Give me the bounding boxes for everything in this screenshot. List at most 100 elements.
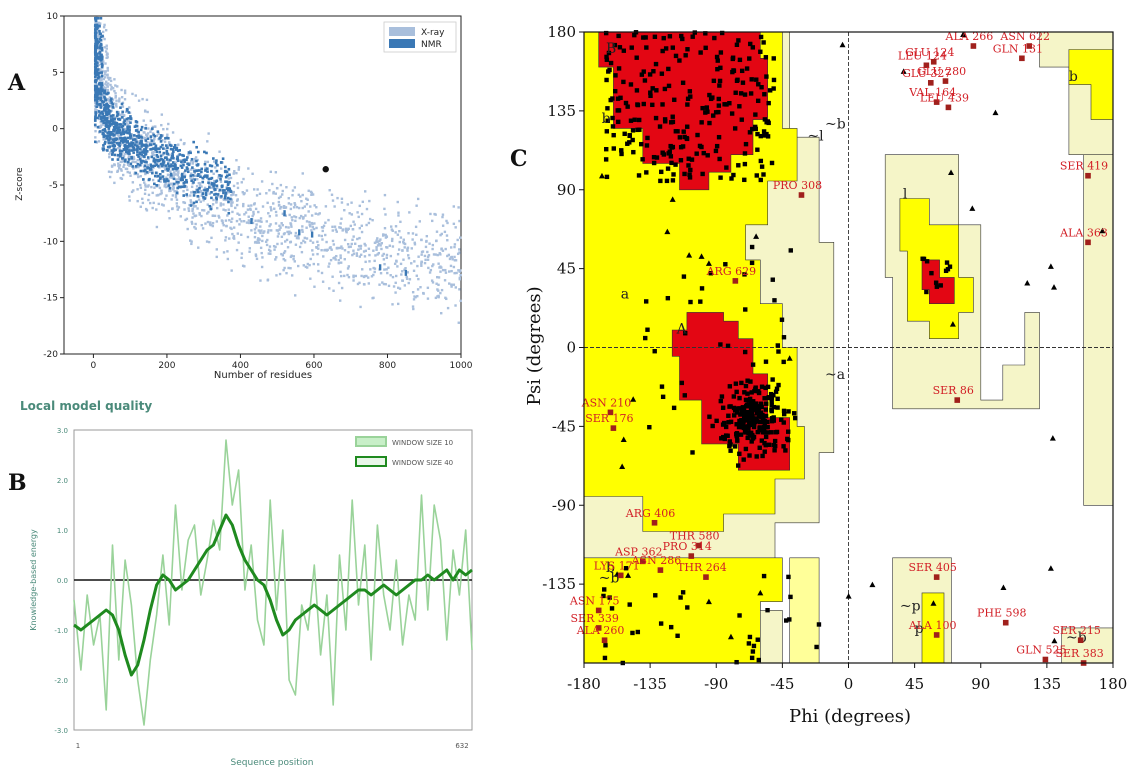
xray-point xyxy=(431,243,435,247)
residue-point xyxy=(652,349,657,354)
labeled-residue-marker xyxy=(1019,55,1025,62)
xray-point xyxy=(238,223,241,226)
glycine-point xyxy=(753,233,760,239)
nmr-point xyxy=(161,158,165,162)
xray-point xyxy=(434,253,437,256)
xray-point xyxy=(227,208,230,211)
nmr-point xyxy=(180,166,184,169)
nmr-point xyxy=(310,231,314,238)
xray-point xyxy=(281,193,284,196)
nmr-point xyxy=(112,129,115,133)
xray-point xyxy=(457,206,460,209)
nmr-point xyxy=(149,168,152,171)
nmr-point xyxy=(197,172,200,176)
nmr-point xyxy=(196,169,199,172)
xray-point xyxy=(243,265,246,268)
xray-point xyxy=(431,247,434,251)
xray-point xyxy=(367,221,371,225)
residue-point xyxy=(773,389,779,394)
nmr-point xyxy=(225,170,229,174)
xray-point xyxy=(185,194,189,198)
nmr-point xyxy=(127,111,131,114)
nmr-point xyxy=(146,137,150,140)
residue-point xyxy=(666,83,672,89)
xray-point xyxy=(160,189,163,192)
nmr-point xyxy=(185,166,189,169)
xray-point xyxy=(352,274,355,277)
xray-point xyxy=(432,253,436,256)
nmr-point xyxy=(208,186,211,189)
residue-point xyxy=(616,108,622,113)
xray-point xyxy=(217,214,220,218)
residue-point xyxy=(632,117,637,122)
xray-point xyxy=(123,127,127,131)
xray-point xyxy=(124,142,128,145)
xray-point xyxy=(165,176,168,179)
xray-point xyxy=(157,202,160,206)
xray-point xyxy=(313,285,316,288)
nmr-point xyxy=(119,137,122,140)
xray-point xyxy=(108,146,111,150)
residue-point xyxy=(758,133,763,139)
xray-point xyxy=(140,134,143,137)
nmr-point xyxy=(100,62,104,66)
xray-point xyxy=(367,282,371,285)
xray-point xyxy=(386,246,389,249)
nmr-point xyxy=(107,138,111,141)
xray-point xyxy=(311,253,315,256)
residue-label: SER 339 xyxy=(571,612,619,625)
xray-point xyxy=(106,53,109,56)
xray-point xyxy=(261,239,264,243)
xray-point xyxy=(308,225,312,228)
nmr-point xyxy=(123,160,127,163)
xray-point xyxy=(365,274,368,278)
xray-point xyxy=(305,197,308,200)
x-axis-label: Number of residues xyxy=(214,370,312,381)
region-label: ~p xyxy=(900,598,921,614)
residue-point xyxy=(670,45,675,50)
glycine-point xyxy=(619,463,626,469)
nmr-point xyxy=(115,114,119,118)
xray-point xyxy=(329,246,332,249)
xray-point xyxy=(459,273,462,277)
residue-point xyxy=(611,146,616,151)
residue-point xyxy=(711,113,716,118)
xray-point xyxy=(212,198,215,202)
xray-point xyxy=(289,203,293,206)
xray-point xyxy=(320,248,323,252)
residue-point xyxy=(738,412,743,417)
xray-point xyxy=(105,56,108,60)
nmr-point xyxy=(108,109,111,113)
xray-point xyxy=(183,174,187,177)
nmr-point xyxy=(94,87,97,90)
labeled-residue-marker xyxy=(601,637,608,644)
nmr-point xyxy=(165,149,169,153)
nmr-point xyxy=(204,174,207,177)
xray-point xyxy=(214,166,217,169)
nmr-point xyxy=(171,152,174,156)
residue-point xyxy=(756,390,762,396)
xray-point xyxy=(161,139,164,142)
residue-point xyxy=(659,384,665,389)
xray-point xyxy=(193,225,196,229)
nmr-point xyxy=(94,85,97,89)
nmr-point xyxy=(215,197,218,201)
residue-point xyxy=(670,119,676,125)
labeled-residue-marker xyxy=(1002,619,1009,626)
residue-point xyxy=(643,35,648,40)
xray-point xyxy=(293,260,296,263)
xray-point xyxy=(176,208,179,211)
xray-point xyxy=(440,288,444,292)
nmr-point xyxy=(119,123,123,126)
region-label: b xyxy=(602,111,611,127)
xray-point xyxy=(183,171,186,174)
xray-point xyxy=(257,219,260,222)
xray-point xyxy=(415,204,418,207)
xray-point xyxy=(207,240,211,244)
nmr-point xyxy=(225,174,229,178)
nmr-point xyxy=(138,157,142,161)
residue-point xyxy=(604,57,610,62)
xray-point xyxy=(280,252,283,256)
xray-point xyxy=(403,268,406,271)
xray-point xyxy=(201,208,204,212)
